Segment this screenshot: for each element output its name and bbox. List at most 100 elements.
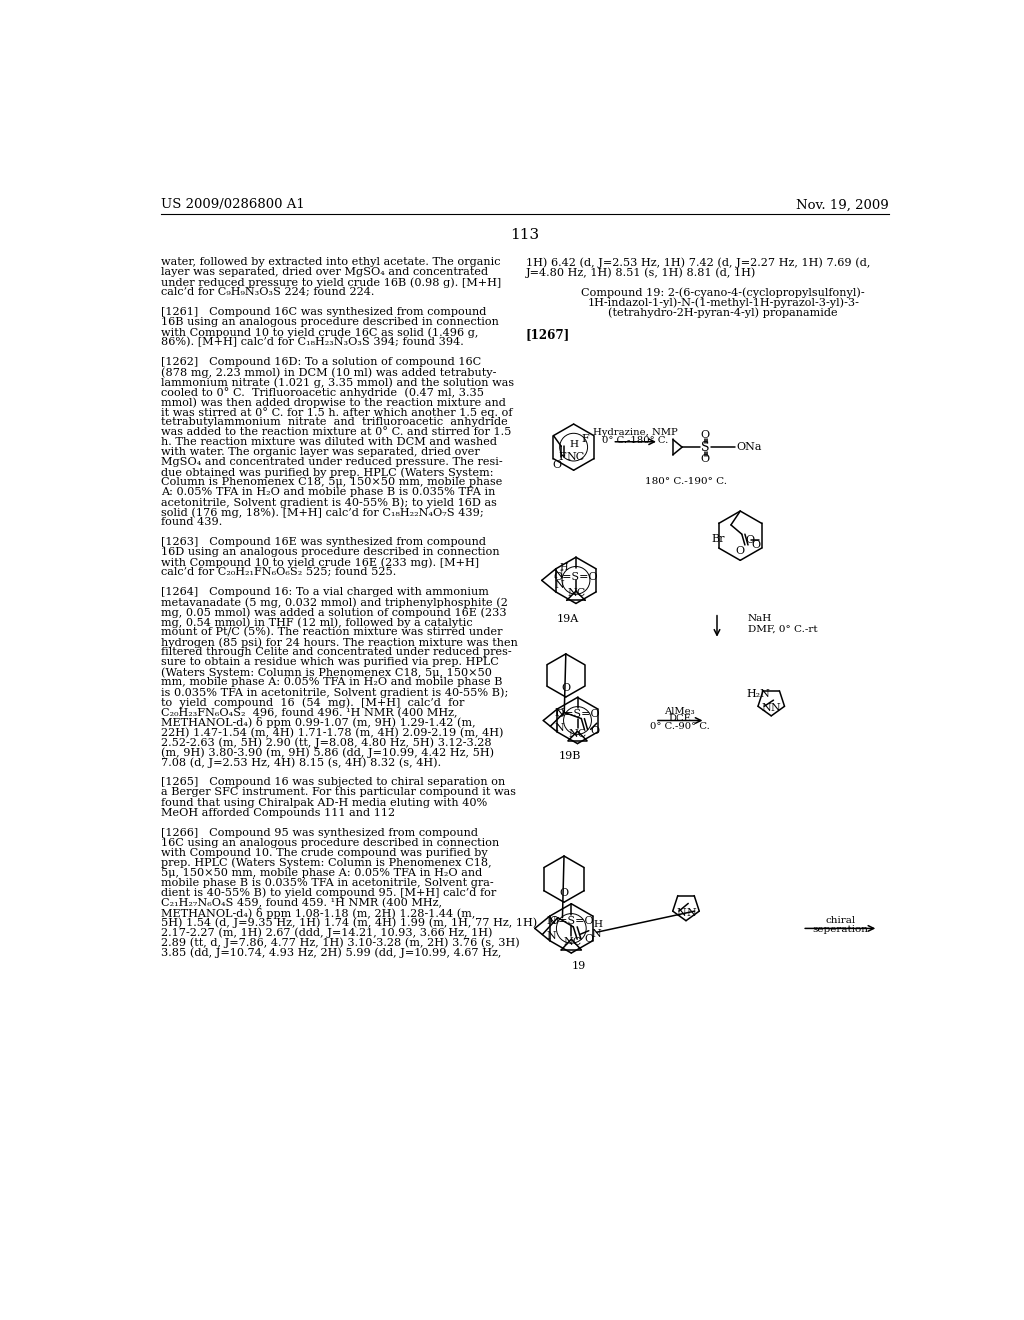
Text: 2.17-2.27 (m, 1H) 2.67 (ddd, J=14.21, 10.93, 3.66 Hz, 1H): 2.17-2.27 (m, 1H) 2.67 (ddd, J=14.21, 10…	[162, 928, 493, 939]
Text: mm, mobile phase A: 0.05% TFA in H₂O and mobile phase B: mm, mobile phase A: 0.05% TFA in H₂O and…	[162, 677, 503, 688]
Text: with Compound 10 to yield crude 16C as solid (1.496 g,: with Compound 10 to yield crude 16C as s…	[162, 327, 478, 338]
Text: mobile phase B is 0.035% TFA in acetonitrile, Solvent gra-: mobile phase B is 0.035% TFA in acetonit…	[162, 878, 494, 887]
Text: NC: NC	[568, 729, 587, 739]
Text: 19A: 19A	[557, 614, 580, 624]
Text: 22H) 1.47-1.54 (m, 4H) 1.71-1.78 (m, 4H) 2.09-2.19 (m, 4H): 22H) 1.47-1.54 (m, 4H) 1.71-1.78 (m, 4H)…	[162, 727, 504, 738]
Text: [1267]: [1267]	[525, 327, 569, 341]
Text: 3.85 (dd, J=10.74, 4.93 Hz, 2H) 5.99 (dd, J=10.99, 4.67 Hz,: 3.85 (dd, J=10.74, 4.93 Hz, 2H) 5.99 (dd…	[162, 948, 502, 958]
Text: (tetrahydro-2H-pyran-4-yl) propanamide: (tetrahydro-2H-pyran-4-yl) propanamide	[608, 308, 838, 318]
Text: 86%). [M+H] calc’d for C₁₈H₂₃N₃O₃S 394; found 394.: 86%). [M+H] calc’d for C₁₈H₂₃N₃O₃S 394; …	[162, 337, 464, 347]
Text: O: O	[700, 430, 710, 440]
Text: calc’d for C₉H₉N₃O₃S 224; found 224.: calc’d for C₉H₉N₃O₃S 224; found 224.	[162, 286, 375, 297]
Text: N: N	[686, 908, 696, 917]
Text: 5H) 1.54 (d, J=9.35 Hz, 1H) 1.74 (m, 4H) 1.99 (m, 1H, 77 Hz, 1H): 5H) 1.54 (d, J=9.35 Hz, 1H) 1.74 (m, 4H)…	[162, 917, 538, 928]
Text: (Waters System: Column is Phenomenex C18, 5μ, 150×50: (Waters System: Column is Phenomenex C18…	[162, 668, 493, 678]
Text: cooled to 0° C.  Trifluoroacetic anhydride  (0.47 ml, 3.35: cooled to 0° C. Trifluoroacetic anhydrid…	[162, 387, 484, 397]
Text: is 0.035% TFA in acetonitrile, Solvent gradient is 40-55% B);: is 0.035% TFA in acetonitrile, Solvent g…	[162, 688, 509, 698]
Text: [1262]   Compound 16D: To a solution of compound 16C: [1262] Compound 16D: To a solution of co…	[162, 358, 481, 367]
Text: S: S	[701, 441, 710, 454]
Text: sure to obtain a residue which was purified via prep. HPLC: sure to obtain a residue which was purif…	[162, 657, 500, 668]
Text: water, followed by extracted into ethyl acetate. The organic: water, followed by extracted into ethyl …	[162, 257, 501, 267]
Text: mg, 0.54 mmol) in THF (12 ml), followed by a catalytic: mg, 0.54 mmol) in THF (12 ml), followed …	[162, 618, 473, 628]
Text: 16C using an analogous procedure described in connection: 16C using an analogous procedure describ…	[162, 838, 500, 847]
Text: 2.89 (tt, d, J=7.86, 4.77 Hz, 1H) 3.10-3.28 (m, 2H) 3.76 (s, 3H): 2.89 (tt, d, J=7.86, 4.77 Hz, 1H) 3.10-3…	[162, 937, 520, 948]
Text: NC: NC	[567, 589, 586, 598]
Text: due obtained was purified by prep. HPLC (Waters System:: due obtained was purified by prep. HPLC …	[162, 467, 494, 478]
Text: METHANOL-d₄) δ ppm 0.99-1.07 (m, 9H) 1.29-1.42 (m,: METHANOL-d₄) δ ppm 0.99-1.07 (m, 9H) 1.2…	[162, 718, 476, 729]
Text: N: N	[592, 929, 602, 939]
Text: calc’d for C₂₀H₂₁FN₆O₆S₂ 525; found 525.: calc’d for C₂₀H₂₁FN₆O₆S₂ 525; found 525.	[162, 568, 396, 577]
Text: N: N	[677, 908, 686, 917]
Text: chiral: chiral	[825, 916, 855, 925]
Text: seperation: seperation	[812, 925, 868, 935]
Text: 0° C.-180° C.: 0° C.-180° C.	[602, 436, 669, 445]
Text: ONa: ONa	[736, 442, 762, 453]
Text: prep. HPLC (Waters System: Column is Phenomenex C18,: prep. HPLC (Waters System: Column is Phe…	[162, 858, 492, 869]
Text: was added to the reaction mixture at 0° C. and stirred for 1.5: was added to the reaction mixture at 0° …	[162, 428, 512, 437]
Text: 16D using an analogous procedure described in connection: 16D using an analogous procedure describ…	[162, 548, 500, 557]
Text: O: O	[561, 684, 570, 693]
Text: layer was separated, dried over MgSO₄ and concentrated: layer was separated, dried over MgSO₄ an…	[162, 267, 488, 277]
Text: found that using Chiralpak AD-H media eluting with 40%: found that using Chiralpak AD-H media el…	[162, 797, 487, 808]
Text: filtered through Celite and concentrated under reduced pres-: filtered through Celite and concentrated…	[162, 647, 512, 657]
Text: O=S=O: O=S=O	[555, 709, 600, 719]
Text: [1266]   Compound 95 was synthesized from compound: [1266] Compound 95 was synthesized from …	[162, 828, 478, 837]
Text: 16B using an analogous procedure described in connection: 16B using an analogous procedure describ…	[162, 317, 500, 327]
Text: N: N	[553, 570, 563, 581]
Text: dient is 40-55% B) to yield compound 95. [M+H] calc’d for: dient is 40-55% B) to yield compound 95.…	[162, 887, 497, 898]
Text: tetrabutylammonium  nitrate  and  trifluoroacetic  anhydride: tetrabutylammonium nitrate and trifluoro…	[162, 417, 508, 428]
Text: mount of Pt/C (5%). The reaction mixture was stirred under: mount of Pt/C (5%). The reaction mixture…	[162, 627, 503, 638]
Text: 113: 113	[510, 227, 540, 242]
Text: mg, 0.05 mmol) was added a solution of compound 16E (233: mg, 0.05 mmol) was added a solution of c…	[162, 607, 507, 618]
Text: lammonium nitrate (1.021 g, 3.35 mmol) and the solution was: lammonium nitrate (1.021 g, 3.35 mmol) a…	[162, 378, 514, 388]
Text: 19: 19	[572, 961, 586, 970]
Text: Compound 19: 2-(6-cyano-4-(cyclopropylsulfonyl)-: Compound 19: 2-(6-cyano-4-(cyclopropylsu…	[582, 288, 865, 298]
Text: N: N	[547, 931, 557, 941]
Text: 1H-indazol-1-yl)-N-(1-methyl-1H-pyrazol-3-yl)-3-: 1H-indazol-1-yl)-N-(1-methyl-1H-pyrazol-…	[587, 298, 859, 309]
Text: [1264]   Compound 16: To a vial charged with ammonium: [1264] Compound 16: To a vial charged wi…	[162, 587, 489, 597]
Text: DMF, 0° C.-rt: DMF, 0° C.-rt	[748, 624, 817, 634]
Text: O: O	[552, 461, 561, 470]
Text: metavanadate (5 mg, 0.032 mmol) and triphenylphosphite (2: metavanadate (5 mg, 0.032 mmol) and trip…	[162, 598, 508, 609]
Text: C₂₀H₂₃FN₆O₄S₂  496, found 496. ¹H NMR (400 MHz,: C₂₀H₂₃FN₆O₄S₂ 496, found 496. ¹H NMR (40…	[162, 708, 458, 718]
Text: Column is Phenomenex C18, 5μ, 150×50 mm, mobile phase: Column is Phenomenex C18, 5μ, 150×50 mm,…	[162, 478, 503, 487]
Text: under reduced pressure to yield crude 16B (0.98 g). [M+H]: under reduced pressure to yield crude 16…	[162, 277, 502, 288]
Text: H₂N: H₂N	[746, 689, 770, 698]
Text: it was stirred at 0° C. for 1.5 h. after which another 1.5 eq. of: it was stirred at 0° C. for 1.5 h. after…	[162, 407, 513, 418]
Text: to  yield  compound  16  (54  mg).  [M+H]  calc’d  for: to yield compound 16 (54 mg). [M+H] calc…	[162, 697, 465, 708]
Text: 19B: 19B	[558, 751, 581, 762]
Text: O: O	[751, 540, 760, 550]
Text: 5μ, 150×50 mm, mobile phase A: 0.05% TFA in H₂O and: 5μ, 150×50 mm, mobile phase A: 0.05% TFA…	[162, 867, 482, 878]
Text: N: N	[554, 579, 564, 590]
Text: [1263]   Compound 16E was synthesized from compound: [1263] Compound 16E was synthesized from…	[162, 537, 486, 548]
Text: N: N	[554, 709, 564, 718]
Text: US 2009/0286800 A1: US 2009/0286800 A1	[161, 198, 304, 211]
Text: (m, 9H) 3.80-3.90 (m, 9H) 5.86 (dd, J=10.99, 4.42 Hz, 5H): (m, 9H) 3.80-3.90 (m, 9H) 5.86 (dd, J=10…	[162, 747, 495, 758]
Text: solid (176 mg, 18%). [M+H] calc’d for C₁₈H₂₂N₄O₇S 439;: solid (176 mg, 18%). [M+H] calc’d for C₁…	[162, 507, 484, 517]
Text: F: F	[582, 434, 589, 444]
Text: AlMe₃: AlMe₃	[665, 706, 695, 715]
Text: [1261]   Compound 16C was synthesized from compound: [1261] Compound 16C was synthesized from…	[162, 308, 486, 317]
Text: F: F	[558, 453, 566, 462]
Text: 7.08 (d, J=2.53 Hz, 4H) 8.15 (s, 4H) 8.32 (s, 4H).: 7.08 (d, J=2.53 Hz, 4H) 8.15 (s, 4H) 8.3…	[162, 758, 441, 768]
Text: NC: NC	[563, 937, 582, 948]
Text: C₂₁H₂₇N₆O₄S 459, found 459. ¹H NMR (400 MHz,: C₂₁H₂₇N₆O₄S 459, found 459. ¹H NMR (400 …	[162, 898, 442, 908]
Text: DCE: DCE	[669, 714, 691, 723]
Text: H: H	[560, 564, 568, 572]
Text: A: 0.05% TFA in H₂O and mobile phase B is 0.035% TFA in: A: 0.05% TFA in H₂O and mobile phase B i…	[162, 487, 496, 498]
Text: J=4.80 Hz, 1H) 8.51 (s, 1H) 8.81 (d, 1H): J=4.80 Hz, 1H) 8.51 (s, 1H) 8.81 (d, 1H)	[525, 267, 756, 277]
Text: N: N	[771, 702, 780, 713]
Text: a Berger SFC instrument. For this particular compound it was: a Berger SFC instrument. For this partic…	[162, 788, 516, 797]
Text: Nov. 19, 2009: Nov. 19, 2009	[797, 198, 889, 211]
Text: with Compound 10. The crude compound was purified by: with Compound 10. The crude compound was…	[162, 847, 488, 858]
Text: O: O	[700, 454, 710, 465]
Text: H: H	[569, 441, 578, 449]
Text: hydrogen (85 psi) for 24 hours. The reaction mixture was then: hydrogen (85 psi) for 24 hours. The reac…	[162, 638, 518, 648]
Text: METHANOL-d₄) δ ppm 1.08-1.18 (m, 2H) 1.28-1.44 (m,: METHANOL-d₄) δ ppm 1.08-1.18 (m, 2H) 1.2…	[162, 908, 476, 919]
Text: NaH: NaH	[748, 614, 772, 623]
Text: 0° C.-90° C.: 0° C.-90° C.	[650, 722, 710, 731]
Text: O: O	[559, 888, 568, 899]
Text: acetonitrile, Solvent gradient is 40-55% B); to yield 16D as: acetonitrile, Solvent gradient is 40-55%…	[162, 498, 498, 508]
Text: mmol) was then added dropwise to the reaction mixture and: mmol) was then added dropwise to the rea…	[162, 397, 506, 408]
Text: N: N	[762, 702, 772, 713]
